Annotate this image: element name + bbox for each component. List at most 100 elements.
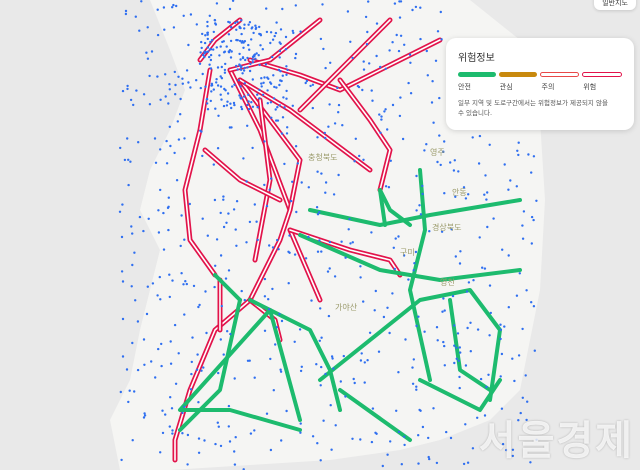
incident-dot [235, 28, 238, 31]
incident-dot [177, 138, 181, 141]
incident-dot [239, 58, 242, 61]
incident-dot [292, 31, 295, 35]
incident-dot [260, 85, 263, 88]
incident-dot [215, 46, 218, 49]
incident-dot [179, 97, 182, 101]
incident-dot [263, 329, 267, 332]
incident-dot [469, 350, 472, 353]
incident-dot [157, 231, 161, 234]
incident-dot [169, 340, 172, 343]
incident-dot [127, 158, 130, 161]
incident-dot [453, 159, 456, 162]
incident-dot [252, 31, 255, 35]
incident-dot [277, 68, 281, 72]
incident-dot [471, 136, 474, 139]
risk-legend: 위험정보 안전 관심 주의 위험 일부 지역 및 도로구간에서는 위험정보가 제… [446, 38, 634, 130]
incident-dot [394, 237, 397, 240]
incident-dot [204, 85, 207, 88]
incident-dot [479, 377, 483, 381]
incident-dot [412, 358, 415, 361]
incident-dot [305, 79, 309, 83]
incident-dot [398, 114, 402, 118]
incident-dot [226, 100, 229, 103]
safe-road[interactable] [408, 168, 432, 382]
safe-road[interactable] [178, 298, 242, 432]
incident-dot [256, 93, 259, 96]
incident-dot [286, 68, 289, 72]
incident-dot [366, 359, 369, 362]
incident-dot [174, 93, 177, 96]
safe-road[interactable] [318, 288, 502, 402]
incident-dot [258, 32, 261, 36]
incident-dot [244, 58, 247, 62]
incident-dot [471, 447, 475, 450]
incident-dot [263, 277, 267, 281]
incident-dot [291, 104, 294, 108]
incident-dot [458, 386, 461, 390]
incident-dot [168, 425, 171, 428]
incident-dot [135, 89, 138, 92]
incident-dot [165, 162, 169, 165]
incident-dot [271, 38, 275, 41]
incident-dot [401, 137, 405, 141]
place-label: 경상북도 [432, 222, 461, 232]
incident-dot [324, 191, 327, 194]
incident-dot [264, 63, 268, 66]
incident-dot [488, 143, 491, 146]
incident-dot [359, 265, 362, 268]
incident-dot [213, 198, 217, 202]
incident-dot [206, 20, 209, 24]
incident-dot [220, 98, 223, 101]
danger-road-inner [254, 99, 271, 261]
incident-dot [168, 295, 171, 299]
incident-dot [320, 172, 323, 175]
safe-road[interactable] [418, 378, 502, 412]
incident-dot [527, 153, 530, 156]
incident-dot [304, 81, 307, 85]
incident-dot [285, 89, 288, 93]
incident-dot [277, 248, 280, 251]
incident-dot [229, 102, 232, 105]
safe-road[interactable] [448, 298, 492, 392]
incident-dot [421, 192, 424, 196]
incident-dot [353, 381, 356, 385]
incident-dot [151, 282, 155, 285]
incident-dot [269, 357, 272, 361]
incident-dot [197, 305, 200, 309]
safe-road[interactable] [213, 273, 242, 302]
incident-dot [179, 113, 182, 116]
incident-dot [246, 66, 249, 69]
incident-dot [517, 153, 520, 157]
incident-dot [322, 47, 325, 51]
incident-dot [119, 146, 122, 150]
incident-dot [283, 162, 286, 166]
incident-dot [138, 215, 142, 219]
incident-dot [521, 396, 524, 399]
incident-dot [291, 29, 294, 33]
incident-dot [404, 338, 407, 341]
incident-dot [225, 104, 229, 107]
incident-dot [233, 450, 236, 453]
safe-road[interactable] [378, 188, 412, 227]
incident-dot [245, 241, 248, 244]
incident-dot [507, 306, 510, 309]
incident-dot [282, 96, 285, 99]
incident-dot [428, 457, 431, 461]
incident-dot [145, 51, 148, 54]
incident-dot [346, 10, 350, 13]
incident-dot [146, 26, 149, 29]
incident-dot [363, 361, 366, 364]
incident-dot [332, 367, 335, 370]
safe-road[interactable] [298, 233, 522, 282]
incident-dot [464, 197, 468, 200]
incident-dot [174, 382, 178, 385]
safe-road[interactable] [268, 308, 302, 422]
incident-dot [279, 370, 283, 373]
incident-dot [201, 154, 204, 158]
incident-dot [403, 443, 406, 447]
incident-dot [320, 365, 323, 369]
map-type-button[interactable]: 일반지도 [594, 0, 636, 10]
incident-dot [146, 285, 149, 288]
incident-dot [476, 328, 480, 331]
